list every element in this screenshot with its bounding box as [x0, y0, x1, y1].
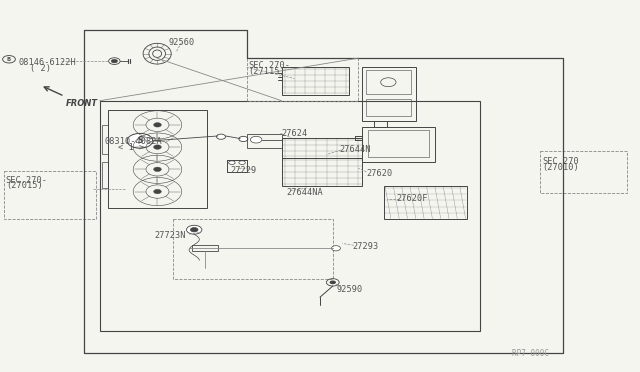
Text: 92590: 92590: [337, 285, 363, 294]
Text: 27620F: 27620F: [397, 194, 428, 203]
Bar: [540, 151, 627, 193]
Bar: [102, 162, 108, 188]
Circle shape: [111, 59, 118, 63]
Bar: [246, 58, 358, 101]
Bar: [282, 67, 349, 95]
Bar: [282, 138, 362, 158]
Bar: [173, 219, 333, 279]
Bar: [108, 110, 207, 208]
Text: 27644N: 27644N: [339, 145, 371, 154]
Circle shape: [154, 145, 161, 149]
Circle shape: [186, 225, 202, 234]
Bar: [282, 158, 362, 186]
Bar: [102, 125, 108, 154]
Text: SEC.270: SEC.270: [542, 157, 579, 166]
Circle shape: [239, 161, 245, 164]
Text: 27624: 27624: [282, 129, 308, 138]
Circle shape: [127, 134, 153, 148]
Text: S: S: [137, 136, 143, 145]
Circle shape: [332, 246, 340, 251]
Circle shape: [154, 167, 161, 171]
Text: 27293: 27293: [352, 241, 378, 251]
Circle shape: [154, 189, 161, 194]
Bar: [366, 99, 411, 116]
Bar: [246, 134, 282, 148]
Text: (27010): (27010): [542, 163, 579, 171]
Circle shape: [154, 123, 161, 127]
Circle shape: [250, 137, 262, 143]
Text: (27115): (27115): [248, 67, 285, 76]
Text: 27723N: 27723N: [154, 231, 186, 240]
Text: 08146-6122H: 08146-6122H: [19, 58, 76, 67]
Bar: [368, 131, 429, 157]
Bar: [362, 67, 416, 121]
Text: < 1 >: < 1 >: [118, 143, 144, 153]
Bar: [100, 101, 479, 331]
Text: FRONT: FRONT: [66, 99, 98, 108]
Text: 27644NA: 27644NA: [287, 188, 324, 197]
Circle shape: [190, 228, 198, 232]
Text: B: B: [7, 57, 11, 62]
Text: (27015): (27015): [6, 181, 42, 190]
Text: SEC.270-: SEC.270-: [6, 176, 48, 185]
Text: RP7 000C: RP7 000C: [511, 349, 548, 358]
Text: 92560: 92560: [168, 38, 195, 47]
Text: 27620: 27620: [367, 169, 393, 177]
Text: SEC.270-: SEC.270-: [248, 61, 291, 70]
Bar: [4, 171, 97, 219]
Circle shape: [330, 280, 336, 284]
Text: 08310-4082A: 08310-4082A: [105, 137, 163, 146]
Text: ( 2): ( 2): [30, 64, 51, 73]
Circle shape: [228, 161, 235, 164]
Bar: [192, 245, 218, 251]
Text: 27229: 27229: [230, 166, 257, 175]
Bar: [362, 127, 435, 162]
Bar: [366, 70, 411, 94]
Circle shape: [239, 137, 248, 141]
Circle shape: [216, 134, 225, 139]
